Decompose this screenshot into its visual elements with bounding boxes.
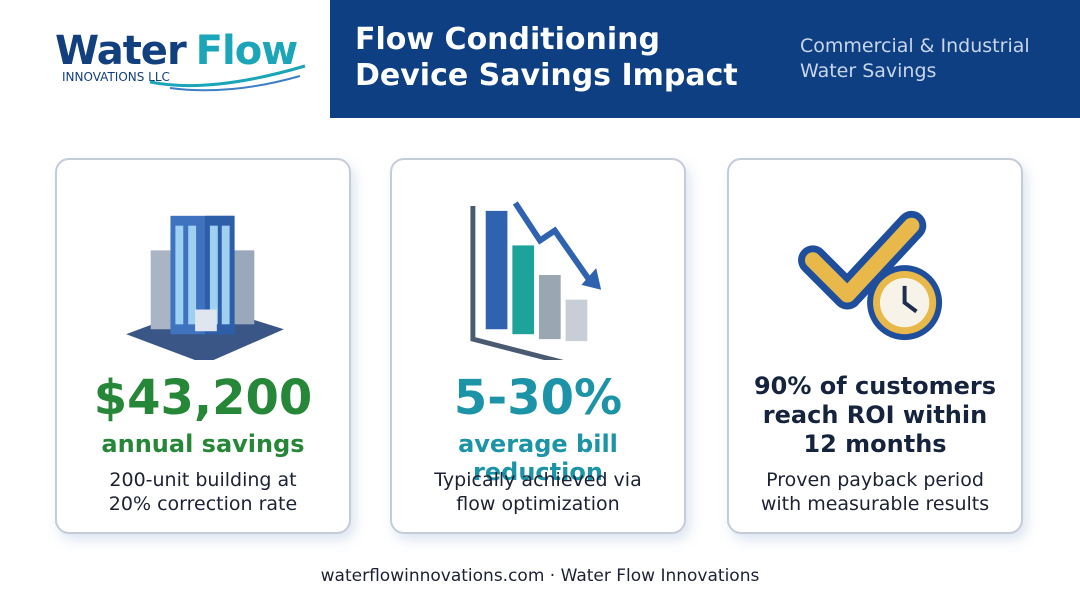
logo-word: Flow [195, 28, 298, 74]
stat-label: average bill reduction [458, 430, 618, 486]
logo-tagline: INNOVATIONS LLC [62, 70, 170, 84]
stat-label: annual savings [101, 430, 305, 458]
stat-line: 5-30% [453, 370, 623, 426]
stat-line: reach ROI within [762, 401, 988, 429]
footer: waterflowinnovations.com · Water Flow In… [320, 566, 760, 586]
building-icon [126, 215, 284, 360]
stat: $43,200 [57, 370, 349, 426]
description-line: Typically achieved via [434, 469, 642, 491]
subtitle-line: Water Savings [800, 60, 937, 82]
stat: 5-30% [392, 370, 684, 426]
stat-line: 90% of customers [753, 372, 997, 400]
stat-line: $43,200 [93, 370, 313, 426]
description-line: Proven payback period [766, 469, 984, 491]
description-line: 200-unit building at [109, 469, 297, 491]
bar-chart-icon [470, 201, 602, 360]
title-line: Device Savings Impact [355, 58, 738, 93]
description: Typically achieved via flow optimization [392, 468, 684, 516]
card: 5-30% average bill reduction Typically a… [390, 158, 686, 534]
card: 90% of customers reach ROI within 12 month… [727, 158, 1023, 534]
header-band [330, 0, 1080, 118]
title-line: Flow Conditioning [355, 22, 660, 57]
subtitle-line: Commercial & Industrial [800, 35, 1030, 57]
description-line: 20% correction rate [108, 493, 298, 515]
subtitle: Commercial & Industrial Water Savings [800, 34, 1030, 84]
description-line: flow optimization [456, 493, 620, 515]
logo-wave [150, 64, 306, 92]
stat-line: 12 months [803, 430, 947, 458]
description: 200-unit building at 20% correction rate [57, 468, 349, 516]
logo: Water Flow [55, 28, 298, 74]
stat: 90% of customers reach ROI within 12 month… [729, 372, 1021, 459]
checkmark-clock-icon [798, 210, 943, 341]
description-line: with measurable results [760, 493, 990, 515]
card: $43,200 annual savings 200-unit building… [55, 158, 351, 534]
title: Flow Conditioning Device Savings Impact [355, 22, 738, 94]
description: Proven payback period with measurable res… [729, 468, 1021, 516]
logo-word: Water [55, 28, 187, 74]
